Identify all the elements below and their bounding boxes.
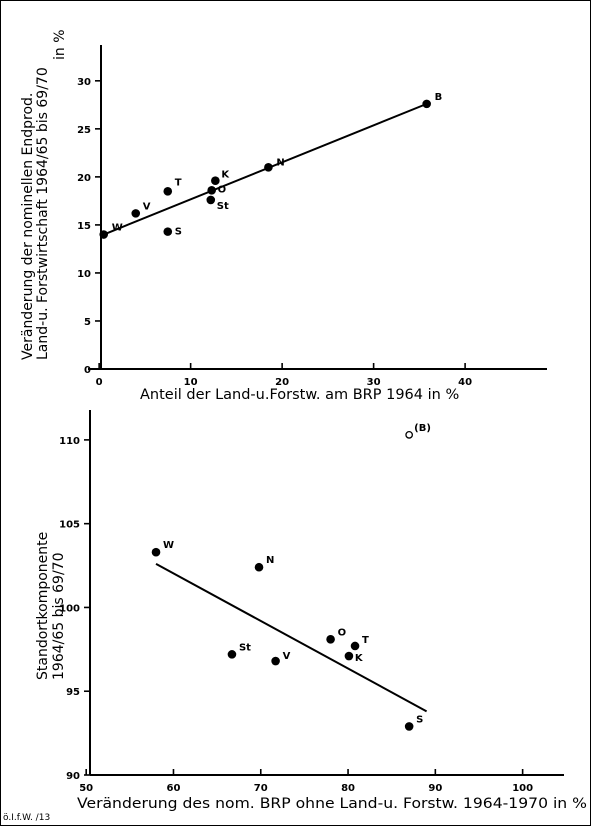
top-y-tick-label: 30 — [77, 77, 91, 88]
top-y-axis-label: Veränderung der nominellen Endprod. Land… — [20, 29, 68, 360]
bottom-x-tick-label: 50 — [79, 783, 93, 794]
bottom-y-tick-label: 100 — [59, 603, 80, 614]
top-y-axis-label-line-3: in % — [52, 29, 68, 60]
top-y-tick-label: 0 — [84, 365, 91, 376]
bottom-data-point — [227, 650, 237, 659]
bottom-data-point — [405, 431, 414, 439]
bottom-point-label: O — [338, 627, 347, 638]
top-point-label: K — [221, 170, 230, 181]
bottom-x-tick-label: 60 — [167, 783, 181, 794]
bottom-data-point — [344, 651, 354, 661]
top-data-point — [211, 176, 220, 186]
top-x-tick-label: 40 — [458, 377, 472, 388]
top-data-point — [264, 162, 273, 172]
bottom-point-label: S — [416, 714, 423, 725]
top-data-point — [206, 195, 216, 205]
top-point-label: V — [143, 201, 151, 212]
top-y-tick-label: 25 — [77, 125, 91, 136]
bottom-y-tick-label: 95 — [66, 687, 80, 698]
bottom-point-label: T — [362, 635, 369, 646]
top-point-label: St — [217, 201, 229, 212]
bottom-data-point — [350, 641, 360, 651]
top-point-label: O — [218, 184, 227, 195]
bottom-point-label: K — [355, 653, 364, 664]
bottom-y-tick-label: 105 — [59, 520, 80, 531]
top-y-axis-label-line-1: Veränderung der nominellen Endprod. — [20, 93, 36, 360]
top-data-point — [163, 186, 173, 196]
bottom-data-point — [254, 562, 264, 572]
bottom-x-axis-label: Veränderung des nom. BRP ohne Land-u. Fo… — [77, 796, 587, 812]
bottom-data-point — [326, 634, 335, 644]
bottom-x-tick-label: 100 — [512, 783, 533, 794]
top-y-tick-label: 5 — [84, 317, 91, 328]
bottom-y-tick-label: 90 — [66, 771, 80, 782]
top-y-tick-label: 10 — [77, 269, 91, 280]
top-data-point — [99, 230, 109, 239]
bottom-point-label: W — [163, 540, 174, 551]
bottom-trend-line — [155, 563, 428, 713]
top-x-tick-label: 30 — [367, 377, 381, 388]
bottom-data-point — [151, 547, 161, 557]
top-point-label: W — [112, 223, 123, 234]
top-point-label: B — [435, 92, 443, 103]
top-data-point — [131, 209, 141, 218]
bottom-scatter-chart: 90 95 100 105 110 50 60 70 80 90 100 W N St V O TK S (B)… — [35, 410, 587, 812]
top-point-label: S — [175, 227, 182, 238]
top-data-point — [422, 99, 431, 109]
top-y-tick-label: 20 — [77, 173, 91, 184]
top-x-tick-label: 0 — [96, 377, 103, 388]
bottom-y-axis-label-line-2: 1964/65 bis 69/70 — [51, 553, 67, 680]
bottom-point-label: V — [283, 651, 291, 662]
bottom-x-tick-label: 70 — [254, 783, 268, 794]
top-point-label: T — [175, 177, 182, 188]
top-y-axis-label-line-2: Land-u. Forstwirtschaft 1964/65 bis 69/7… — [35, 67, 51, 360]
bottom-y-tick-label: 110 — [59, 436, 80, 447]
bottom-data-point — [271, 656, 280, 666]
top-x-tick-label: 20 — [275, 377, 289, 388]
bottom-x-tick-label: 90 — [428, 783, 442, 794]
bottom-data-point — [404, 722, 414, 731]
bottom-y-axis-label-line-1: Standortkomponente — [35, 532, 51, 680]
top-data-point — [163, 227, 173, 236]
bottom-point-label: (B) — [414, 423, 431, 434]
top-x-tick-label: 10 — [184, 377, 198, 388]
bottom-x-tick-label: 80 — [341, 783, 355, 794]
bottom-point-label: St — [239, 642, 251, 653]
top-point-label: N — [276, 157, 284, 168]
top-y-tick-label: 15 — [77, 221, 91, 232]
credit-label: ö.I.f.W. /13 — [3, 813, 50, 823]
top-x-axis-label: Anteil der Land-u.Forstw. am BRP 1964 in… — [140, 387, 459, 403]
bottom-point-label: N — [266, 555, 274, 566]
top-scatter-chart: 0 5 10 15 20 25 30 0 10 20 30 40 W V T S O St K N B Anteil… — [20, 29, 547, 403]
top-data-point — [207, 186, 216, 195]
